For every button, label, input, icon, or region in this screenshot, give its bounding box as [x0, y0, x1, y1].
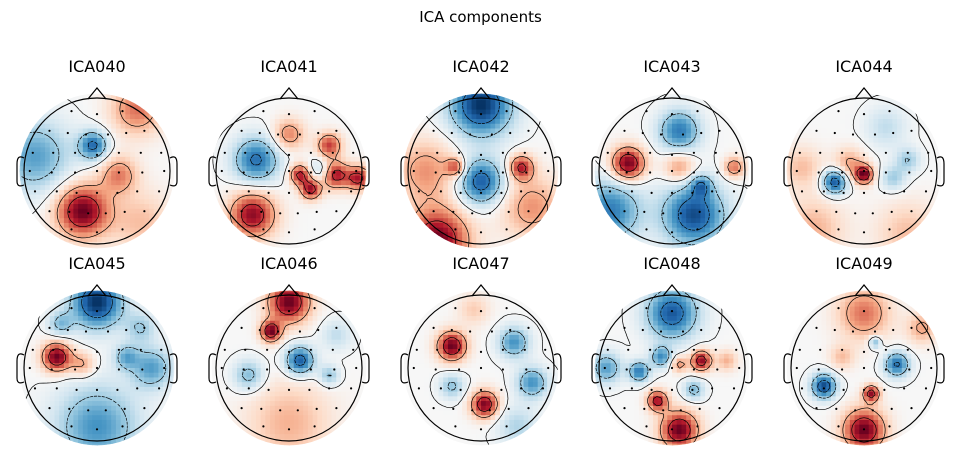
sensor-markers [412, 110, 550, 234]
topomap-ica049: ICA049 [783, 254, 945, 446]
contour-lines [799, 295, 928, 445]
left-ear-outline [400, 353, 409, 384]
nose-outline [662, 87, 682, 100]
head-outline [215, 97, 363, 245]
component-title: ICA048 [643, 254, 700, 273]
topomap-ica042: ICA042 [400, 57, 562, 249]
sensor-markers [220, 110, 358, 234]
topomap-ica047: ICA047 [400, 254, 562, 446]
right-ear-outline [744, 353, 753, 384]
right-ear-outline [553, 353, 562, 384]
topomap-panels: ICA040 ICA041 ICA042 ICA043 ICA044 ICA045 ICA0… [16, 57, 945, 446]
sensor-markers [220, 307, 358, 431]
right-ear-outline [936, 353, 945, 384]
left-ear-outline [783, 353, 792, 384]
head-outline [598, 97, 746, 245]
left-ear-outline [591, 156, 600, 187]
head-outline [23, 97, 171, 245]
left-ear-outline [16, 156, 25, 187]
component-title: ICA043 [643, 57, 700, 76]
head-outline [407, 97, 555, 245]
sensor-markers [603, 307, 741, 431]
left-ear-outline [208, 353, 217, 384]
component-title: ICA046 [260, 254, 317, 273]
component-title: ICA044 [835, 57, 892, 76]
topomap-ica044: ICA044 [783, 57, 945, 249]
component-title: ICA041 [260, 57, 317, 76]
component-title: ICA045 [68, 254, 125, 273]
sensor-markers [603, 110, 741, 234]
component-title: ICA042 [452, 57, 509, 76]
left-ear-outline [591, 353, 600, 384]
head-outline [215, 294, 363, 442]
right-ear-outline [553, 156, 562, 187]
sensor-markers [795, 110, 933, 234]
nose-outline [279, 284, 299, 297]
topomap-ica040: ICA040 [16, 57, 178, 249]
head-outline [598, 294, 746, 442]
sensor-markers [795, 307, 933, 431]
topomap-ica043: ICA043 [591, 57, 753, 249]
right-ear-outline [936, 156, 945, 187]
nose-outline [854, 284, 874, 297]
left-ear-outline [208, 156, 217, 187]
topomap-ica041: ICA041 [208, 57, 370, 249]
contour-lines [212, 116, 366, 238]
topomap-ica046: ICA046 [208, 254, 370, 446]
contour-lines [595, 291, 723, 445]
left-ear-outline [400, 156, 409, 187]
topomap-ica048: ICA048 [591, 254, 753, 446]
nose-outline [87, 284, 107, 297]
sensor-markers [28, 307, 166, 431]
sensor-markers [412, 307, 550, 431]
right-ear-outline [361, 156, 370, 187]
nose-outline [279, 87, 299, 100]
component-title: ICA047 [452, 254, 509, 273]
head-outline [407, 294, 555, 442]
left-ear-outline [16, 353, 25, 384]
left-ear-outline [783, 156, 792, 187]
figure-title: ICA components [419, 8, 542, 26]
sensor-markers [28, 110, 166, 234]
component-title: ICA040 [68, 57, 125, 76]
right-ear-outline [169, 353, 178, 384]
right-ear-outline [744, 156, 753, 187]
head-outline [23, 294, 171, 442]
nose-outline [662, 284, 682, 297]
topomap-ica045: ICA045 [16, 254, 178, 446]
head-outline [790, 97, 938, 245]
nose-outline [471, 284, 491, 297]
right-ear-outline [169, 156, 178, 187]
component-title: ICA049 [835, 254, 892, 273]
nose-outline [471, 87, 491, 100]
nose-outline [854, 87, 874, 100]
contour-lines [595, 93, 749, 248]
head-outline [790, 294, 938, 442]
right-ear-outline [361, 353, 370, 384]
nose-outline [87, 87, 107, 100]
